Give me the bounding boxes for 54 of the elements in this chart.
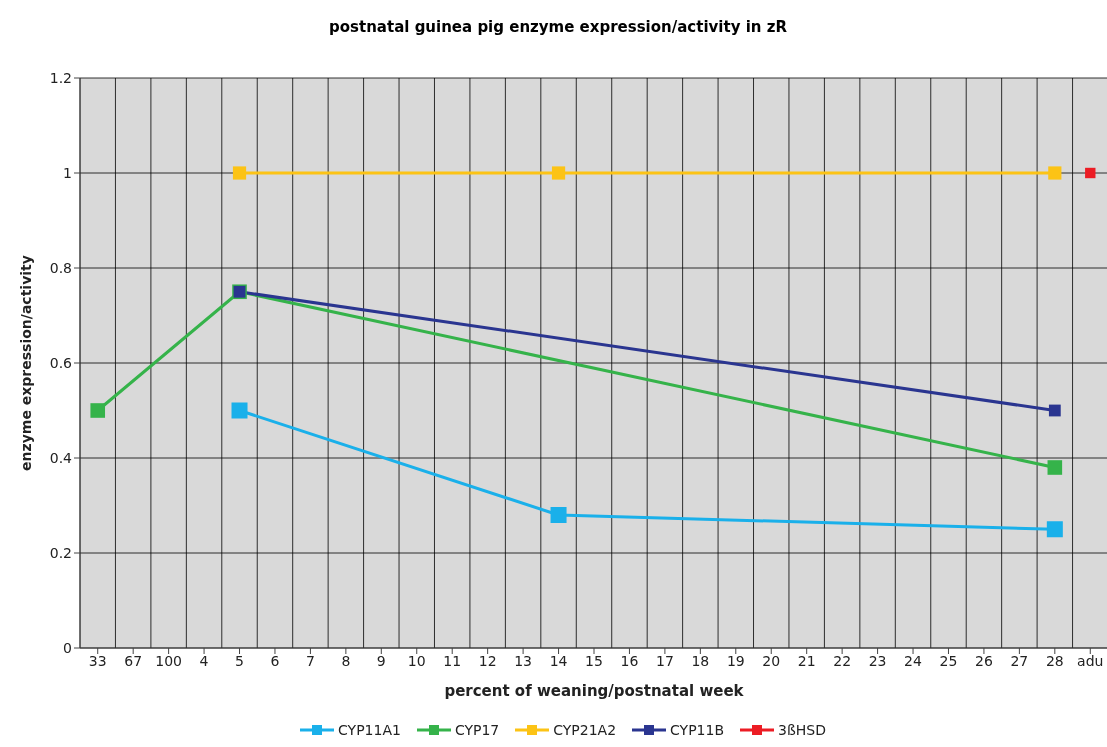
point [1047,460,1063,475]
x-tick-label: 23 [868,652,887,669]
chart-title: postnatal guinea pig enzyme expression/activity in zR [328,18,788,36]
y-tick-label: 1.2 [49,69,72,86]
y-tick-label: 0.8 [49,259,72,276]
point [1085,167,1096,179]
x-tick-label: 17 [655,652,674,669]
legend-label: CYP11A1 [337,722,401,738]
x-tick-label: 10 [407,652,426,669]
x-tick-label: 13 [514,652,533,669]
legend-label: 3ßHSD [777,722,826,738]
point [90,403,106,418]
x-tick-label: 11 [443,652,462,669]
y-axis-title: enzyme expression/activity [17,255,34,471]
point [1048,404,1061,417]
y-tick-label: 0.6 [49,354,73,371]
x-tick-label: 4 [199,652,209,669]
x-tick-label: 15 [585,652,603,669]
x-tick-label: 24 [904,652,923,669]
legend-label: CYP11B [669,722,725,738]
x-tick-label: 6 [270,652,280,669]
x-tick-label: 25 [939,652,958,669]
x-tick-label: 16 [620,652,639,669]
x-tick-label: 33 [88,652,107,669]
x-tick-label: 20 [762,652,781,669]
x-tick-label: 18 [691,652,710,669]
x-tick-label: adu [1077,652,1104,669]
x-tick-label: 19 [726,652,745,669]
x-tick-label: 8 [341,652,351,669]
x-tick-label: 14 [549,652,568,669]
y-tick-label: 1 [63,164,72,181]
point [231,402,248,419]
x-tick-label: 21 [797,652,816,669]
point [232,166,247,180]
x-tick-label: 28 [1045,652,1064,669]
legend-label: CYP17 [453,722,500,738]
point [551,166,566,180]
point [1046,521,1063,538]
x-tick-label: 26 [975,652,993,669]
x-tick-label: 67 [124,652,143,669]
y-tick-label: 0 [63,639,72,656]
x-axis-title: percent of weaning/postnatal week [444,682,745,700]
x-tick-label: 9 [376,652,386,669]
x-tick-label: 7 [305,652,315,669]
x-tick-label: 22 [833,652,852,669]
x-tick-label: 100 [155,652,182,669]
x-tick-label: 27 [1010,652,1029,669]
point [550,507,567,523]
y-tick-label: 0.2 [49,544,72,561]
x-tick-label: 5 [235,652,244,669]
legend-label: CYP21A2 [552,722,617,738]
y-tick-label: 0.4 [49,449,73,466]
point [1048,166,1062,180]
x-tick-label: 12 [478,652,497,669]
